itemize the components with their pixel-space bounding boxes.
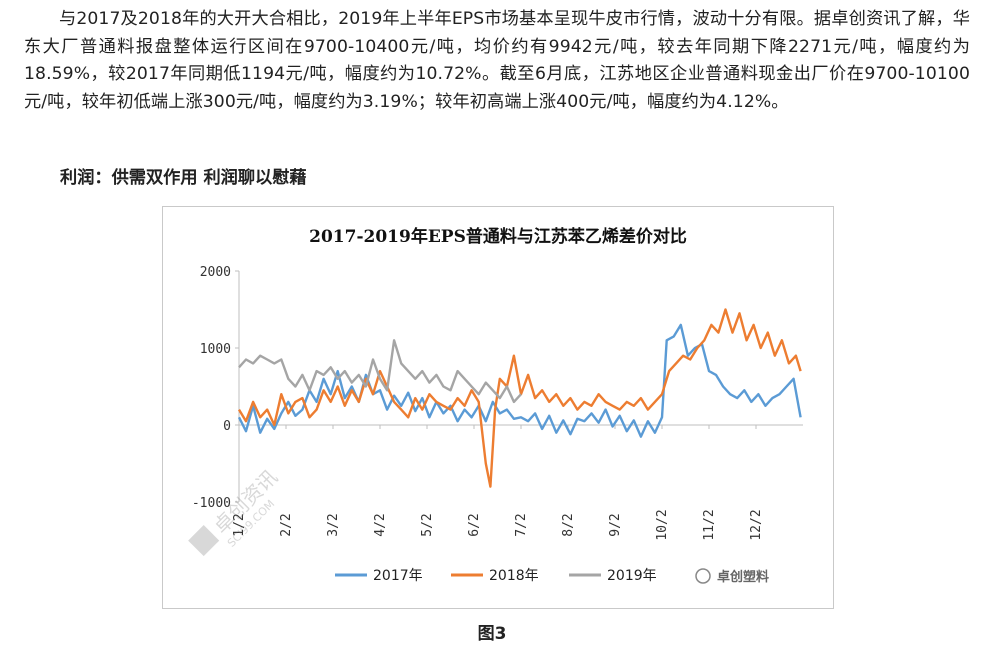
paragraph-text: 与2017及2018年的大开大合相比，2019年上半年EPS市场基本呈现牛皮市行… [24, 9, 970, 112]
x-tick-label: 11/2 [702, 509, 717, 540]
x-tick-label: 3/2 [326, 513, 341, 536]
section-heading: 利润：供需双作用 利润聊以慰藉 [60, 168, 307, 188]
chart-title: 2017-2019年EPS普通料与江苏苯乙烯差价对比 [309, 226, 687, 247]
brand-badge: 卓创塑料 [695, 568, 769, 585]
x-tick-label: 12/2 [749, 509, 764, 540]
x-tick-label: 5/2 [420, 513, 435, 536]
brand-text: 卓创塑料 [717, 569, 769, 585]
x-tick-label: 7/2 [514, 513, 529, 536]
legend-label: 2019年 [607, 568, 657, 584]
y-tick-label: 0 [223, 419, 231, 434]
wechat-icon [695, 568, 711, 584]
chart-figure: 2017-2019年EPS普通料与江苏苯乙烯差价对比 2000 1000 0 -1000… [162, 206, 834, 609]
series-line-2017年 [237, 323, 802, 438]
series-line-2019年 [238, 339, 522, 404]
figure-caption: 图3 [477, 624, 507, 644]
x-tick-label: 8/2 [561, 513, 576, 536]
line-chart: 2017-2019年EPS普通料与江苏苯乙烯差价对比 2000 1000 0 -1000… [188, 226, 803, 585]
x-tick-label: 10/2 [655, 509, 670, 540]
series-line-2018年 [237, 308, 802, 488]
y-tick-label: 2000 [200, 265, 231, 280]
x-tick-label: 2/2 [279, 513, 294, 536]
y-tick-label: -1000 [192, 496, 231, 511]
watermark-square [188, 525, 220, 557]
x-tick-label: 4/2 [373, 513, 388, 536]
y-tick-label: 1000 [200, 342, 231, 357]
article-paragraph: 与2017及2018年的大开大合相比，2019年上半年EPS市场基本呈现牛皮市行… [24, 6, 970, 116]
legend-label: 2017年 [373, 568, 423, 584]
legend-label: 2018年 [489, 568, 539, 584]
x-tick-label: 1/2 [232, 513, 247, 536]
x-tick-label: 6/2 [467, 513, 482, 536]
x-tick-label: 9/2 [608, 513, 623, 536]
